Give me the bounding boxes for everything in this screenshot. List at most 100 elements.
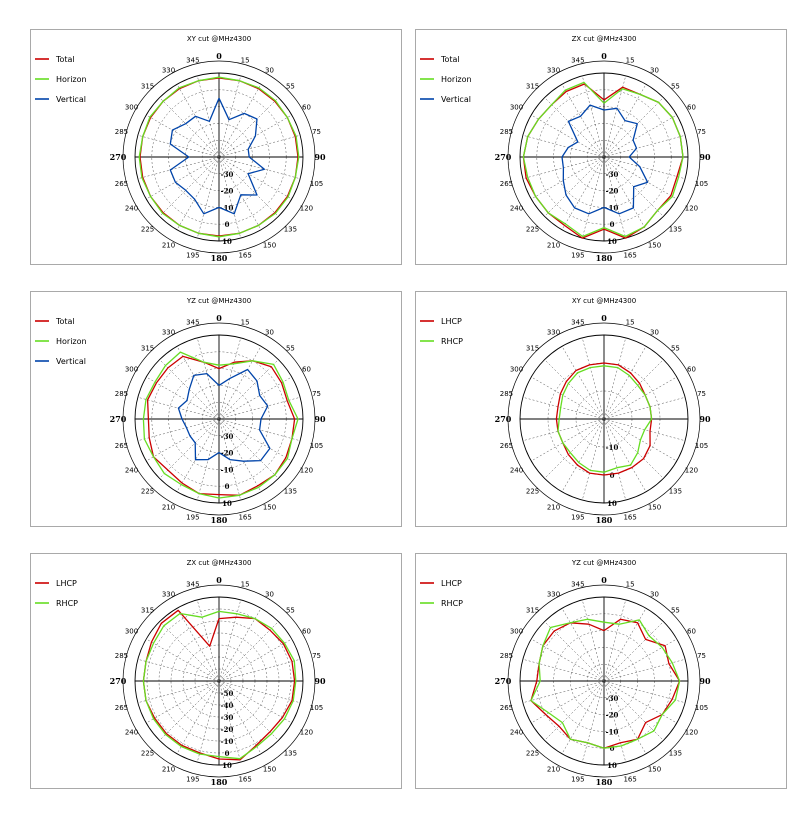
angle-tick-label: 135 bbox=[669, 487, 682, 495]
radial-tick-label: 0 bbox=[610, 220, 615, 229]
angle-tick-label: 30 bbox=[650, 329, 659, 337]
polar-chart-panel: ZX cut @MHz4300 0 15 30 55 60 75 90 105 120 135 150… bbox=[30, 553, 402, 789]
series-line-rhcp bbox=[530, 618, 681, 749]
grid-spoke bbox=[603, 418, 664, 479]
grid-spoke bbox=[146, 680, 220, 724]
angle-tick-label: 300 bbox=[510, 366, 523, 374]
radial-tick-label: -20 bbox=[221, 187, 234, 196]
angle-tick-label: 55 bbox=[286, 607, 295, 615]
grid-spoke bbox=[603, 680, 677, 724]
grid-spoke bbox=[603, 680, 647, 754]
grid-spoke bbox=[218, 659, 301, 682]
grid-spoke bbox=[176, 84, 220, 158]
grid-spoke bbox=[218, 638, 292, 682]
grid-spoke bbox=[197, 75, 220, 158]
grid-spoke bbox=[218, 135, 301, 158]
polar-chart-svg: YZ cut @MHz4300 0 15 30 55 60 75 90 105 120 135 150… bbox=[420, 559, 711, 787]
grid-spoke bbox=[218, 75, 241, 158]
angle-tick-label: 330 bbox=[547, 67, 560, 75]
legend-label: LHCP bbox=[441, 317, 462, 326]
grid-spoke bbox=[582, 337, 605, 420]
grid-spoke bbox=[603, 621, 664, 682]
grid-spoke bbox=[218, 156, 241, 239]
angle-tick-label: 330 bbox=[162, 329, 175, 337]
polar-chart-svg: YZ cut @MHz4300 0 15 30 55 60 75 90 105 120 135 150… bbox=[35, 297, 326, 525]
angle-tick-label: 55 bbox=[286, 345, 295, 353]
angle-tick-label: 105 bbox=[695, 704, 708, 712]
polar-chart-panel: XY cut @MHz4300 0 15 30 55 60 75 90 105 120 135 150… bbox=[415, 291, 787, 527]
angle-label-ring bbox=[122, 60, 316, 254]
angle-tick-label: 300 bbox=[125, 628, 138, 636]
angle-tick-label: 105 bbox=[310, 442, 323, 450]
grid-spoke bbox=[582, 680, 605, 763]
angle-tick-label: 60 bbox=[687, 628, 696, 636]
grid-spoke bbox=[218, 97, 279, 158]
angle-tick-label: 75 bbox=[697, 390, 706, 398]
angle-tick-label: 120 bbox=[685, 729, 698, 737]
angle-tick-label: 195 bbox=[186, 252, 199, 260]
chart-title: XY cut @MHz4300 bbox=[572, 297, 636, 305]
angle-tick-label: 315 bbox=[141, 345, 154, 353]
grid-spoke bbox=[603, 608, 647, 682]
angle-tick-label: 180 bbox=[211, 253, 228, 263]
grid-spoke bbox=[218, 608, 262, 682]
angle-label-ring bbox=[122, 584, 316, 778]
series-line-vertical bbox=[169, 97, 266, 215]
grid-spoke bbox=[146, 418, 220, 462]
angle-tick-label: 0 bbox=[216, 575, 222, 585]
angle-tick-label: 75 bbox=[697, 652, 706, 660]
grid-spoke bbox=[531, 638, 605, 682]
grid-spoke bbox=[544, 359, 605, 420]
angle-tick-label: 165 bbox=[623, 252, 636, 260]
angle-tick-label: 165 bbox=[238, 252, 251, 260]
angle-tick-label: 165 bbox=[238, 776, 251, 784]
angle-tick-label: 270 bbox=[110, 414, 127, 424]
grid-spoke bbox=[522, 397, 605, 420]
grid-spoke bbox=[146, 376, 220, 420]
radial-tick-label: 10 bbox=[222, 499, 232, 508]
angle-tick-label: 55 bbox=[286, 83, 295, 91]
angle-tick-label: 120 bbox=[300, 467, 313, 475]
series-line-horizon bbox=[522, 81, 684, 238]
grid-spoke bbox=[146, 638, 220, 682]
angle-tick-label: 90 bbox=[699, 152, 711, 162]
angle-tick-label: 195 bbox=[571, 776, 584, 784]
angle-tick-label: 210 bbox=[547, 765, 560, 773]
grid-spoke bbox=[159, 156, 220, 217]
chart-title: ZX cut @MHz4300 bbox=[187, 559, 252, 567]
angle-tick-label: 240 bbox=[510, 467, 523, 475]
radial-tick-label: -20 bbox=[221, 449, 234, 458]
angle-tick-label: 15 bbox=[626, 318, 635, 326]
angle-tick-label: 285 bbox=[500, 390, 513, 398]
angle-tick-label: 240 bbox=[125, 205, 138, 213]
angle-tick-label: 30 bbox=[650, 591, 659, 599]
series-line-total bbox=[522, 83, 684, 239]
polar-chart-svg: XY cut @MHz4300 0 15 30 55 60 75 90 105 120 135 150… bbox=[420, 297, 711, 525]
grid-spoke bbox=[218, 376, 292, 420]
angle-tick-label: 105 bbox=[695, 442, 708, 450]
polar-chart-panel: XY cut @MHz4300 0 15 30 55 60 75 90 105 120 135 150… bbox=[30, 29, 402, 265]
grid-spoke bbox=[218, 680, 292, 724]
angle-tick-label: 105 bbox=[310, 180, 323, 188]
angle-tick-label: 135 bbox=[669, 749, 682, 757]
legend-label: Horizon bbox=[56, 337, 87, 346]
grid-spoke bbox=[218, 156, 301, 179]
angle-tick-label: 105 bbox=[695, 180, 708, 188]
angle-tick-label: 195 bbox=[186, 776, 199, 784]
radial-tick-label: -40 bbox=[221, 701, 234, 710]
grid-spoke bbox=[603, 638, 677, 682]
angle-tick-label: 265 bbox=[500, 442, 513, 450]
angle-tick-label: 90 bbox=[314, 152, 326, 162]
radial-tick-label: 0 bbox=[225, 749, 230, 758]
angle-tick-label: 315 bbox=[526, 83, 539, 91]
legend-label: RHCP bbox=[441, 599, 463, 608]
angle-tick-label: 90 bbox=[699, 414, 711, 424]
series-line-vertical bbox=[561, 104, 649, 215]
angle-tick-label: 315 bbox=[526, 345, 539, 353]
grid-spoke bbox=[218, 680, 279, 741]
angle-tick-label: 120 bbox=[300, 205, 313, 213]
angle-tick-label: 240 bbox=[125, 467, 138, 475]
grid-spoke bbox=[603, 359, 664, 420]
angle-tick-label: 60 bbox=[302, 366, 311, 374]
grid-spoke bbox=[137, 680, 220, 703]
